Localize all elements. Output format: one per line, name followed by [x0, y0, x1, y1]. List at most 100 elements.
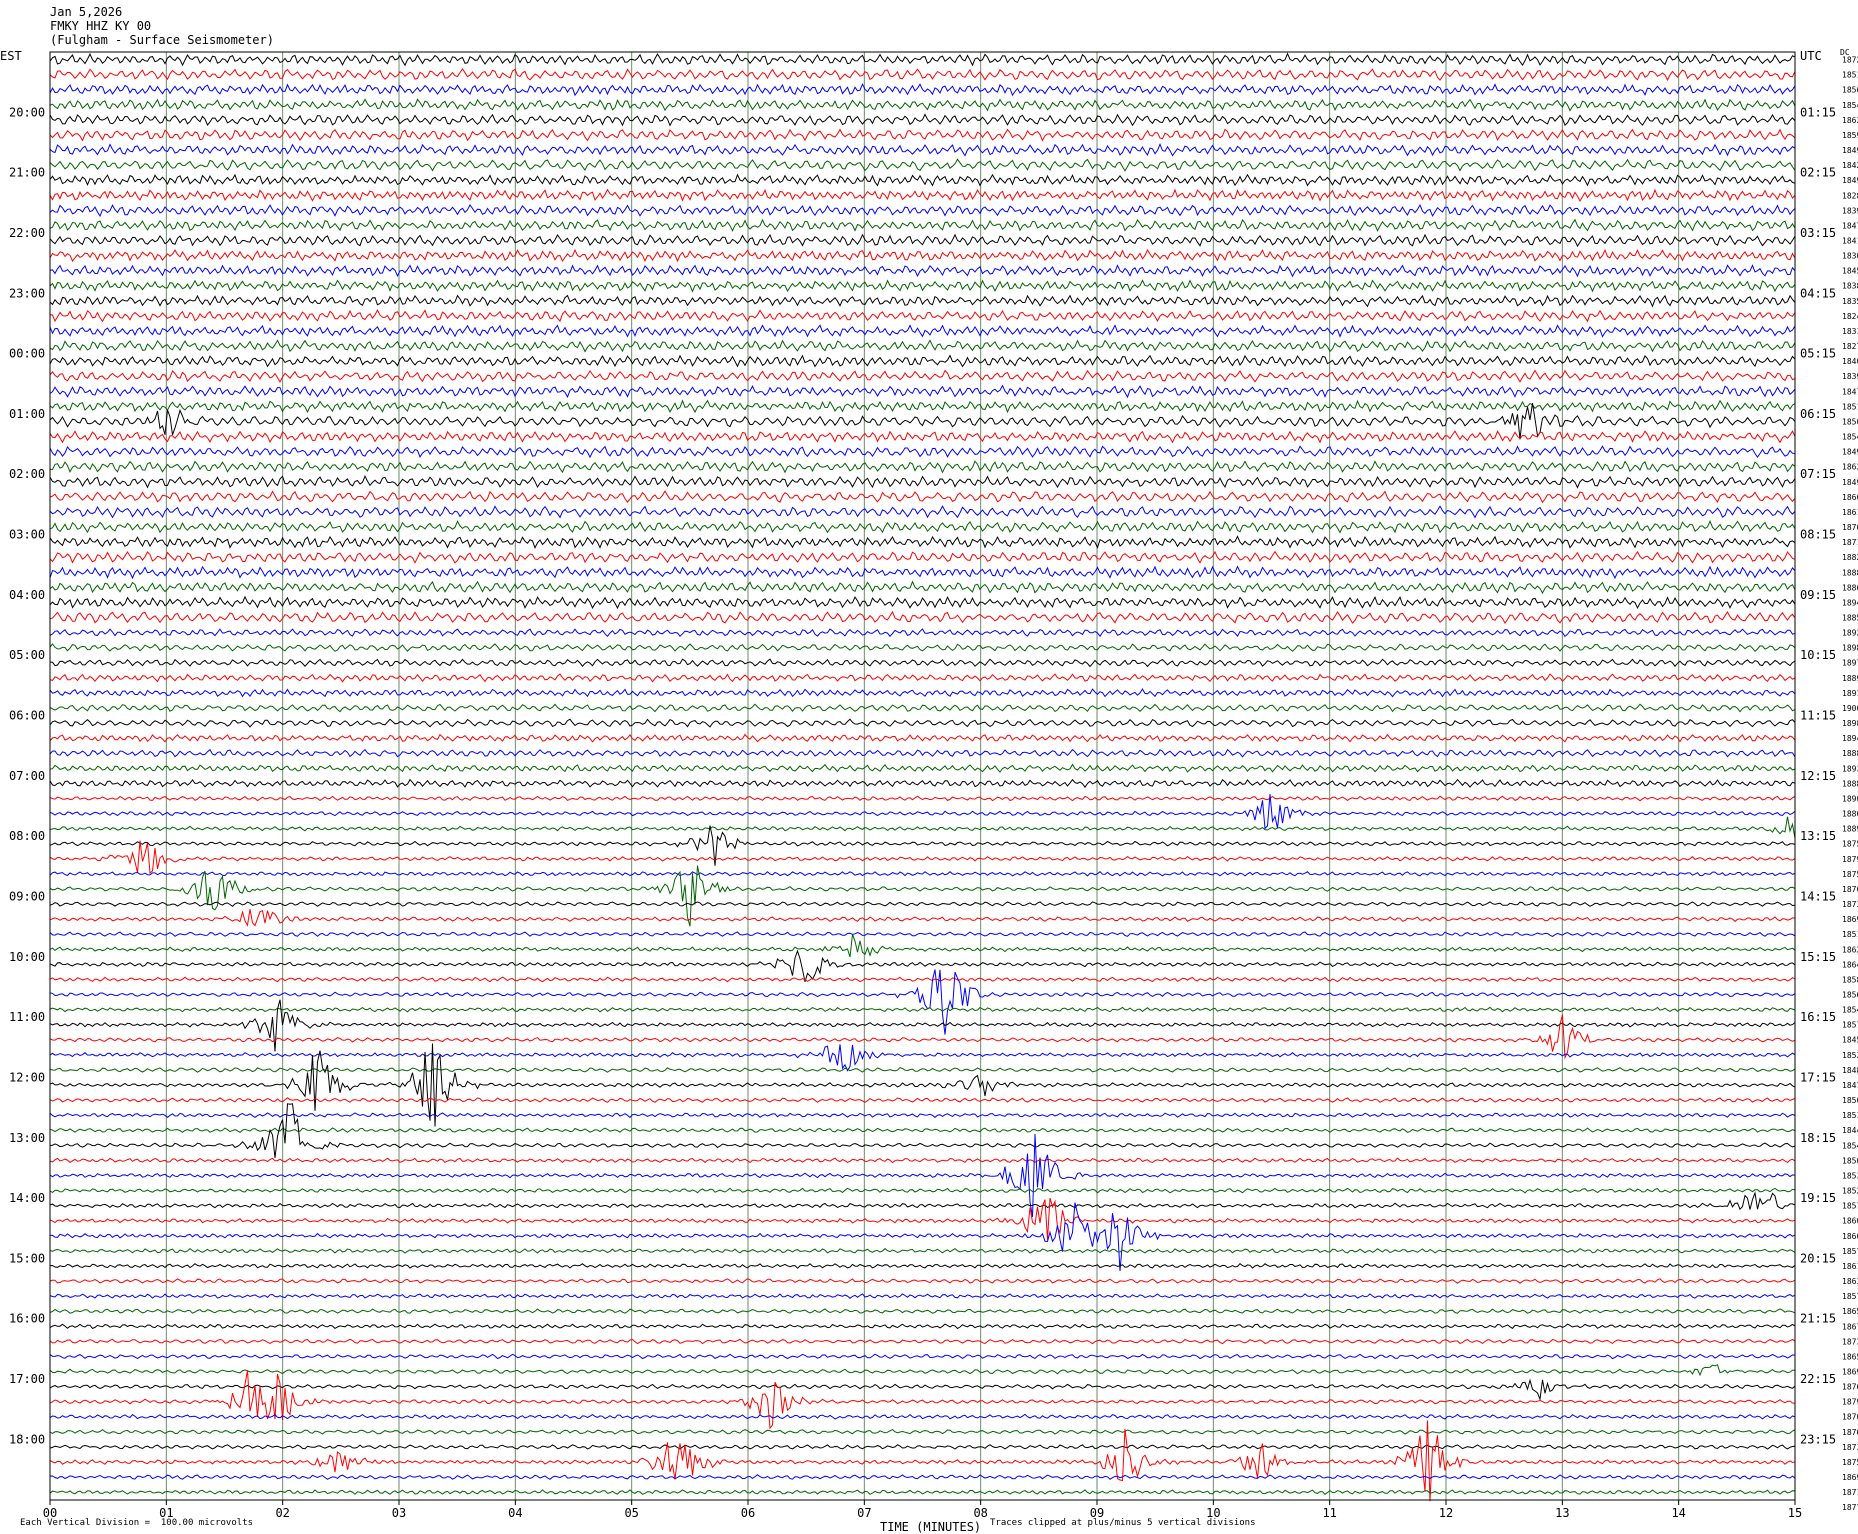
trace-row-27 — [49, 460, 1796, 474]
dc-offset-label: 1839 — [1842, 206, 1858, 215]
trace-row-23 — [49, 399, 1796, 414]
dc-offset-label: 1875 — [1842, 1458, 1858, 1467]
dc-offset-label: 1876 — [1842, 1383, 1858, 1392]
dc-offset-label: 1850 — [1842, 417, 1858, 426]
trace-row-17 — [49, 309, 1796, 323]
utc-hour-label: 07:15 — [1800, 467, 1836, 481]
trace-row-36 — [49, 595, 1796, 610]
trace-row-31 — [49, 520, 1796, 534]
dc-offset-label: 1842 — [1842, 161, 1858, 170]
trace-row-77 — [49, 1197, 1796, 1240]
dc-offset-label: 1850 — [1842, 1156, 1858, 1165]
utc-hour-label: 05:15 — [1800, 347, 1836, 361]
trace-row-15 — [49, 279, 1796, 293]
trace-row-69 — [49, 1097, 1796, 1103]
est-hour-label: 04:00 — [9, 588, 45, 602]
dc-offset-label: 1828 — [1842, 191, 1858, 200]
est-hour-label: 08:00 — [9, 829, 45, 843]
dc-offset-label: 1854 — [1842, 433, 1858, 442]
trace-row-24 — [49, 403, 1796, 440]
x-tick-label: 02 — [275, 1506, 289, 1520]
trace-row-7 — [49, 158, 1796, 172]
x-tick-label: 04 — [508, 1506, 522, 1520]
dc-offset-label: 1839 — [1842, 372, 1858, 381]
dc-offset-label: 1857 — [1842, 1202, 1858, 1211]
utc-hour-label: 02:15 — [1800, 166, 1836, 180]
dc-offset-label: 1893 — [1842, 764, 1858, 773]
trace-row-57 — [49, 909, 1796, 927]
dc-offset-label: 1885 — [1842, 614, 1858, 623]
trace-row-37 — [49, 610, 1796, 624]
est-hour-label: 00:00 — [9, 347, 45, 361]
est-hour-label: 11:00 — [9, 1010, 45, 1024]
header-site: (Fulgham - Surface Seismometer) — [50, 33, 274, 47]
trace-row-75 — [49, 1187, 1796, 1194]
trace-row-59 — [49, 934, 1796, 958]
utc-hour-label: 01:15 — [1800, 105, 1836, 119]
dc-offset-label: 1875 — [1842, 840, 1858, 849]
trace-row-54 — [49, 871, 1796, 877]
trace-group — [49, 52, 1796, 1502]
trace-row-42 — [49, 688, 1796, 698]
trace-row-18 — [49, 324, 1796, 338]
dc-offset-label: 1900 — [1842, 704, 1858, 713]
dc-offset-label: 1888 — [1842, 749, 1858, 758]
trace-row-89 — [49, 1370, 1796, 1430]
trace-row-1 — [49, 68, 1796, 82]
dc-offset-label: 1862 — [1842, 116, 1858, 125]
trace-row-71 — [49, 1127, 1796, 1134]
trace-row-25 — [49, 430, 1796, 444]
est-hour-label: 21:00 — [9, 166, 45, 180]
trace-row-6 — [49, 142, 1796, 157]
dc-offset-label: 1849 — [1842, 478, 1858, 487]
trace-row-55 — [49, 865, 1796, 927]
trace-row-81 — [49, 1278, 1796, 1284]
dc-offset-label: 1862 — [1842, 945, 1858, 954]
est-hour-label: 01:00 — [9, 407, 45, 421]
est-hour-label: 22:00 — [9, 226, 45, 240]
est-hour-label: 23:00 — [9, 286, 45, 300]
trace-row-13 — [49, 248, 1796, 263]
utc-hour-label: 06:15 — [1800, 407, 1836, 421]
est-hour-label: 03:00 — [9, 528, 45, 542]
trace-row-53 — [49, 840, 1796, 875]
dc-offset-label: 1858 — [1842, 975, 1858, 984]
utc-hour-label: 17:15 — [1800, 1070, 1836, 1084]
dc-offset-label: 1854 — [1842, 101, 1858, 110]
dc-offset-label: 1865 — [1842, 1352, 1858, 1361]
dc-offset-label: 1863 — [1842, 1277, 1858, 1286]
dc-offset-label: 1849 — [1842, 448, 1858, 457]
est-hour-labels: 20:00 21:00 22:00 23:00 00:00 01:00 02:00 03:00… — [9, 105, 45, 1446]
scale-note: Each Vertical Division = 100.00 microvol… — [20, 1518, 253, 1528]
est-hour-label: 20:00 — [9, 105, 45, 119]
trace-row-93 — [49, 1420, 1796, 1502]
dc-offset-label: 1857 — [1842, 1247, 1858, 1256]
trace-row-90 — [49, 1413, 1796, 1420]
trace-row-29 — [49, 490, 1796, 504]
dc-offset-label: 1835 — [1842, 297, 1858, 306]
est-hour-label: 17:00 — [9, 1372, 45, 1386]
dc-offset-label: 1838 — [1842, 282, 1858, 291]
dc-offset-label: 1853 — [1842, 1171, 1858, 1180]
dc-offset-label: 1867 — [1842, 1322, 1858, 1331]
trace-row-64 — [49, 999, 1796, 1052]
trace-row-52 — [49, 825, 1796, 866]
trace-row-87 — [49, 1364, 1796, 1377]
dc-offset-label: 1876 — [1842, 885, 1858, 894]
dc-offset-label: 1898 — [1842, 644, 1858, 653]
dc-offset-label: 1872 — [1842, 56, 1858, 65]
x-tick-label: 12 — [1439, 1506, 1453, 1520]
dc-offset-label: 1875 — [1842, 870, 1858, 879]
dc-offset-label: 1845 — [1842, 267, 1858, 276]
dc-offset-label: 1894 — [1842, 734, 1858, 743]
dc-offset-label: 1827 — [1842, 342, 1858, 351]
dc-offset-label: 1892 — [1842, 629, 1858, 638]
trace-row-8 — [49, 173, 1796, 187]
